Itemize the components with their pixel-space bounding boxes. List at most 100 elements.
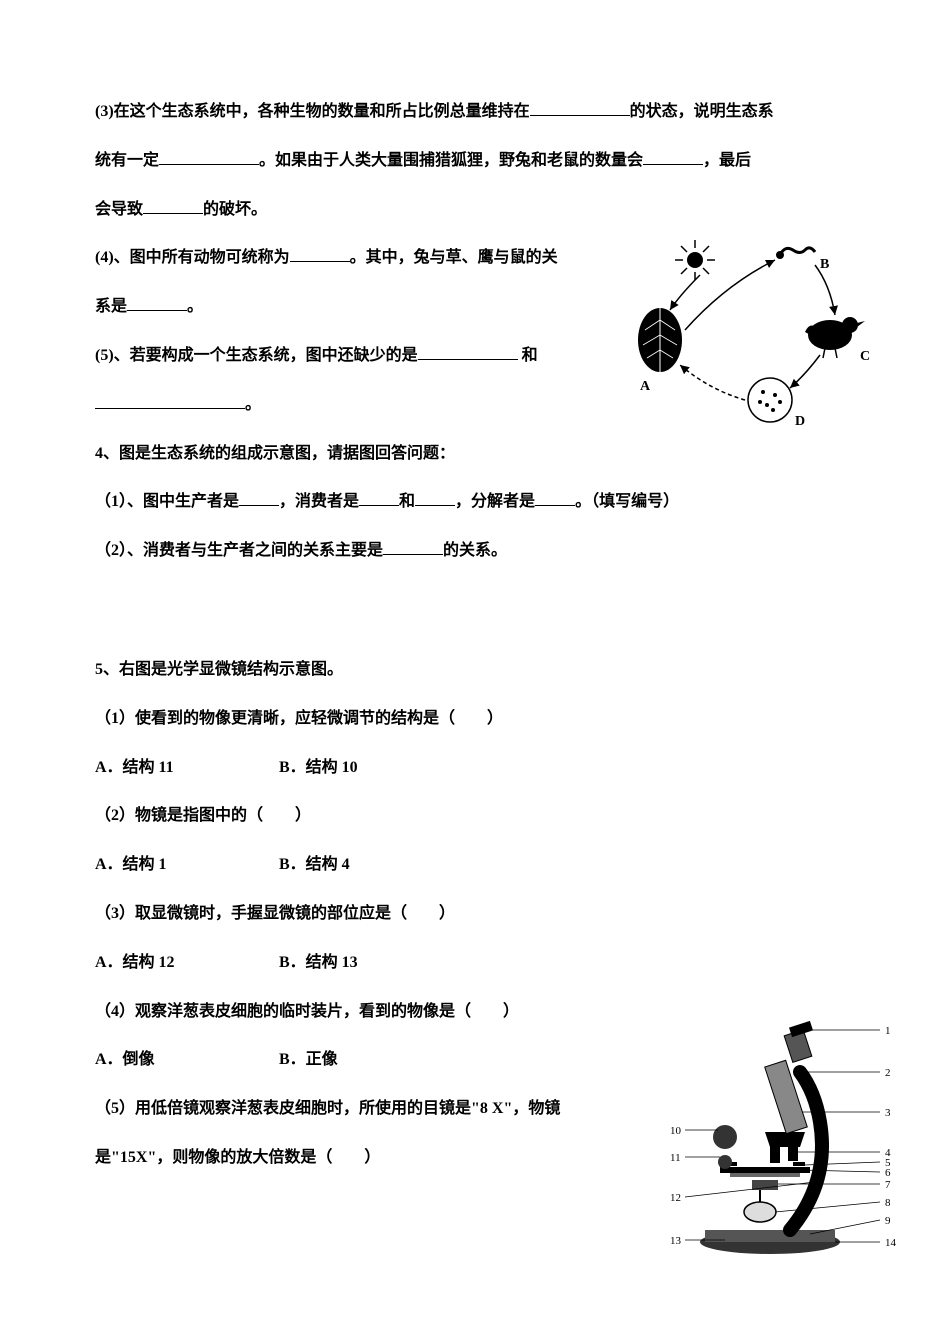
- label-b: B: [820, 257, 829, 272]
- q5-sub1: （1）使看到的物像更清晰，应轻微调节的结构是（ ）: [95, 697, 850, 742]
- text: （4）观察洋葱表皮细胞的临时装片，看到的物像是（ ）: [95, 1003, 519, 1020]
- svg-text:3: 3: [885, 1107, 891, 1119]
- arrow: [685, 260, 775, 330]
- q5-sub5: （5）用低倍镜观察洋葱表皮细胞时，所使用的目镜是"8 X"，物镜: [95, 1087, 635, 1132]
- text: （5）用低倍镜观察洋葱表皮细胞时，所使用的目镜是"8 X"，物镜: [95, 1100, 560, 1117]
- label-a: A: [640, 379, 651, 394]
- blank[interactable]: [290, 246, 350, 262]
- text: ，消费者是: [279, 493, 359, 510]
- text: 的状态，说明生态系: [630, 103, 774, 120]
- option-a[interactable]: A．结构 11: [95, 746, 275, 791]
- svg-text:11: 11: [670, 1152, 681, 1164]
- text: 。其中，兔与草、鹰与鼠的关: [350, 249, 558, 266]
- q5-sub3: （3）取显微镜时，手握显微镜的部位应是（ ）: [95, 892, 850, 937]
- svg-text:13: 13: [670, 1235, 682, 1247]
- q5-sub3-options: A．结构 12 B．结构 13: [95, 941, 850, 986]
- svg-text:10: 10: [670, 1125, 682, 1137]
- stage: [720, 1167, 810, 1173]
- svg-text:14: 14: [885, 1237, 897, 1249]
- clip: [793, 1162, 805, 1166]
- blank[interactable]: [127, 295, 187, 311]
- text: (4)、图中所有动物可统称为: [95, 249, 290, 266]
- q4-sub2: （2）、消费者与生产者之间的关系主要是 的关系。: [95, 529, 850, 574]
- blank[interactable]: [359, 490, 399, 506]
- objective: [770, 1147, 780, 1163]
- text: 。（填写编号）: [575, 493, 679, 510]
- blank[interactable]: [95, 393, 245, 409]
- q5-sub1-options: A．结构 11 B．结构 10: [95, 746, 850, 791]
- blank[interactable]: [143, 198, 203, 214]
- ecosystem-diagram: B A C D: [625, 230, 875, 440]
- arrow: [790, 355, 820, 388]
- blank[interactable]: [530, 100, 630, 116]
- blank[interactable]: [535, 490, 575, 506]
- arrow: [815, 265, 835, 315]
- svg-text:12: 12: [670, 1192, 681, 1204]
- q5-title: 5、右图是光学显微镜结构示意图。: [95, 648, 850, 693]
- text: （2）、消费者与生产者之间的关系主要是: [95, 542, 383, 559]
- option-b[interactable]: B．结构 13: [279, 941, 358, 986]
- q5-sub2: （2）物镜是指图中的（ ）: [95, 794, 850, 839]
- q4-sub1: （1）、图中生产者是 ，消费者是 和 ，分解者是 。（填写编号）: [95, 480, 850, 525]
- option-a[interactable]: A．倒像: [95, 1038, 275, 1083]
- text: 。: [187, 298, 203, 315]
- svg-text:1: 1: [885, 1025, 891, 1037]
- q3-part3: (3)在这个生态系统中，各种生物的数量和所占比例总量维持在的状态，说明生态系: [95, 90, 850, 135]
- text: 。如果由于人类大量围捕猎狐狸，野兔和老鼠的数量会: [259, 152, 643, 169]
- text: 5、右图是光学显微镜结构示意图。: [95, 661, 343, 678]
- sun-icon: [675, 240, 715, 280]
- text: 会导致: [95, 201, 143, 218]
- svg-text:8: 8: [885, 1197, 891, 1209]
- svg-text:6: 6: [885, 1167, 891, 1179]
- q3-part3-line2: 统有一定。如果由于人类大量围捕猎狐狸，野兔和老鼠的数量会，最后: [95, 139, 850, 184]
- text: (5)、若要构成一个生态系统，图中还缺少的是: [95, 347, 418, 364]
- bacteria-icon: D: [748, 378, 805, 429]
- stage-base: [730, 1173, 800, 1177]
- mirror: [744, 1202, 776, 1222]
- q3-part4: (4)、图中所有动物可统称为 。其中，兔与草、鹰与鼠的关: [95, 236, 635, 281]
- q3-part5: (5)、若要构成一个生态系统，图中还缺少的是 和: [95, 334, 635, 379]
- blank[interactable]: [415, 490, 455, 506]
- blank[interactable]: [239, 490, 279, 506]
- text: 的关系。: [443, 542, 507, 559]
- microscope-diagram: 1 2 3 4 5 6 7 8 9 10 11 12 13 14: [670, 1002, 900, 1262]
- text: ，最后: [703, 152, 751, 169]
- blank[interactable]: [418, 344, 518, 360]
- text: （2）物镜是指图中的（ ）: [95, 807, 311, 824]
- arrow-dashed: [680, 365, 745, 400]
- text: 和: [399, 493, 415, 510]
- caterpillar-icon: B: [776, 248, 829, 272]
- option-a[interactable]: A．结构 12: [95, 941, 275, 986]
- text: （1）、图中生产者是: [95, 493, 239, 510]
- svg-text:7: 7: [885, 1179, 891, 1191]
- text: （3）取显微镜时，手握显微镜的部位应是（ ）: [95, 905, 455, 922]
- svg-text:9: 9: [885, 1215, 891, 1227]
- text: 系是: [95, 298, 127, 315]
- blank[interactable]: [383, 539, 443, 555]
- option-b[interactable]: B．结构 10: [279, 746, 358, 791]
- coarse-knob: [713, 1125, 737, 1149]
- text: 和: [518, 347, 538, 364]
- text: ，分解者是: [455, 493, 535, 510]
- objective: [788, 1147, 798, 1161]
- q3-part4-line2: 系是 。: [95, 285, 635, 330]
- option-b[interactable]: B．正像: [279, 1038, 338, 1083]
- q5-sub2-options: A．结构 1 B．结构 4: [95, 843, 850, 888]
- option-b[interactable]: B．结构 4: [279, 843, 350, 888]
- text: 是"15X"，则物像的放大倍数是（ ）: [95, 1149, 380, 1166]
- leaf-icon: A: [638, 308, 682, 394]
- text: （1）使看到的物像更清晰，应轻微调节的结构是（ ）: [95, 710, 503, 727]
- q3-part3-line3: 会导致 的破坏。: [95, 188, 850, 233]
- label-d: D: [795, 414, 805, 429]
- arrow: [670, 275, 700, 310]
- blank[interactable]: [643, 149, 703, 165]
- svg-text:2: 2: [885, 1067, 891, 1079]
- label-c: C: [860, 349, 870, 364]
- option-a[interactable]: A．结构 1: [95, 843, 275, 888]
- blank[interactable]: [159, 149, 259, 165]
- text: 4、图是生态系统的组成示意图，请据图回答问题：: [95, 445, 455, 462]
- text: 的破坏。: [203, 201, 267, 218]
- fine-knob: [718, 1155, 732, 1169]
- microscope-svg: 1 2 3 4 5 6 7 8 9 10 11 12 13 14: [670, 1002, 900, 1262]
- ecosystem-svg: B A C D: [625, 230, 875, 440]
